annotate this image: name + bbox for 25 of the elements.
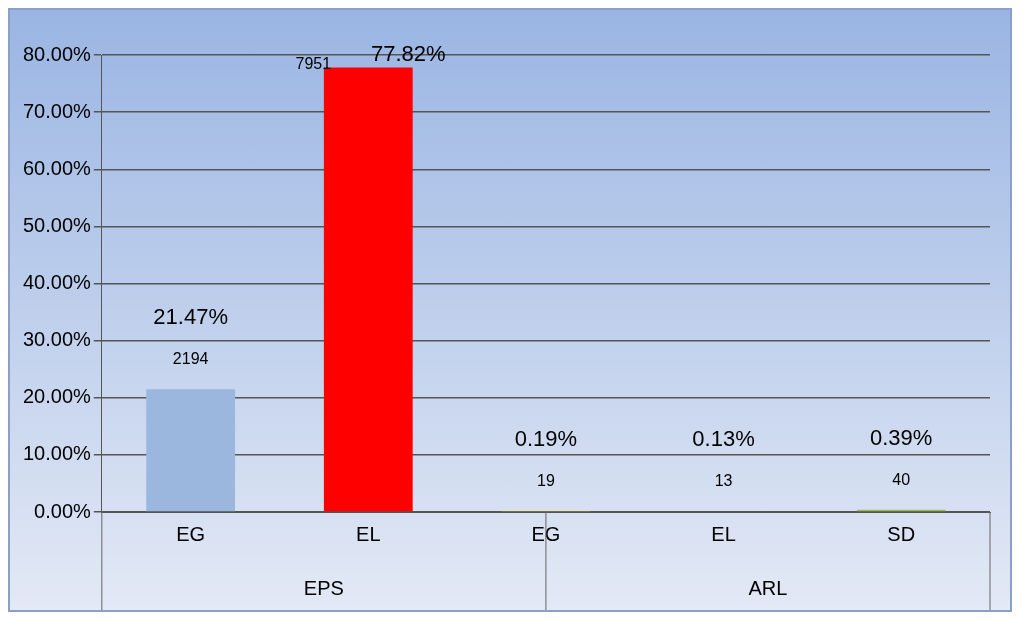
text: ARL xyxy=(748,577,788,599)
annotation: 2194 xyxy=(172,350,209,368)
annotation: 19 xyxy=(537,471,555,489)
y-tick-label: 60.00% xyxy=(22,156,92,179)
data-label: 0.13% xyxy=(692,426,755,452)
annotation: 13 xyxy=(714,472,733,490)
y-tick-label: 40.00% xyxy=(22,271,92,294)
y-tick-label: 50.00% xyxy=(22,213,92,236)
y-tick-label: 0.00% xyxy=(34,499,92,522)
x-tick-label: EL xyxy=(356,522,381,545)
y-tick-label: 10.00% xyxy=(22,442,92,465)
annotation: 7951 xyxy=(295,55,332,73)
y-tick-label: 80.00% xyxy=(22,42,92,65)
x-tick-label: SD xyxy=(887,522,916,545)
data-label: 0.19% xyxy=(514,425,578,451)
data-label: 0.39% xyxy=(869,424,933,450)
annotation: 40 xyxy=(892,470,911,488)
x-tick-label: EG xyxy=(531,522,561,545)
y-tick-label: 30.00% xyxy=(22,328,92,351)
data-label: 21.47% xyxy=(153,304,228,330)
y-tick-label: 20.00% xyxy=(22,385,92,408)
text: EPS xyxy=(303,577,344,599)
x-tick-label: EG xyxy=(176,522,206,545)
x-tick-label: EL xyxy=(711,522,736,545)
y-tick-label: 70.00% xyxy=(22,99,92,122)
